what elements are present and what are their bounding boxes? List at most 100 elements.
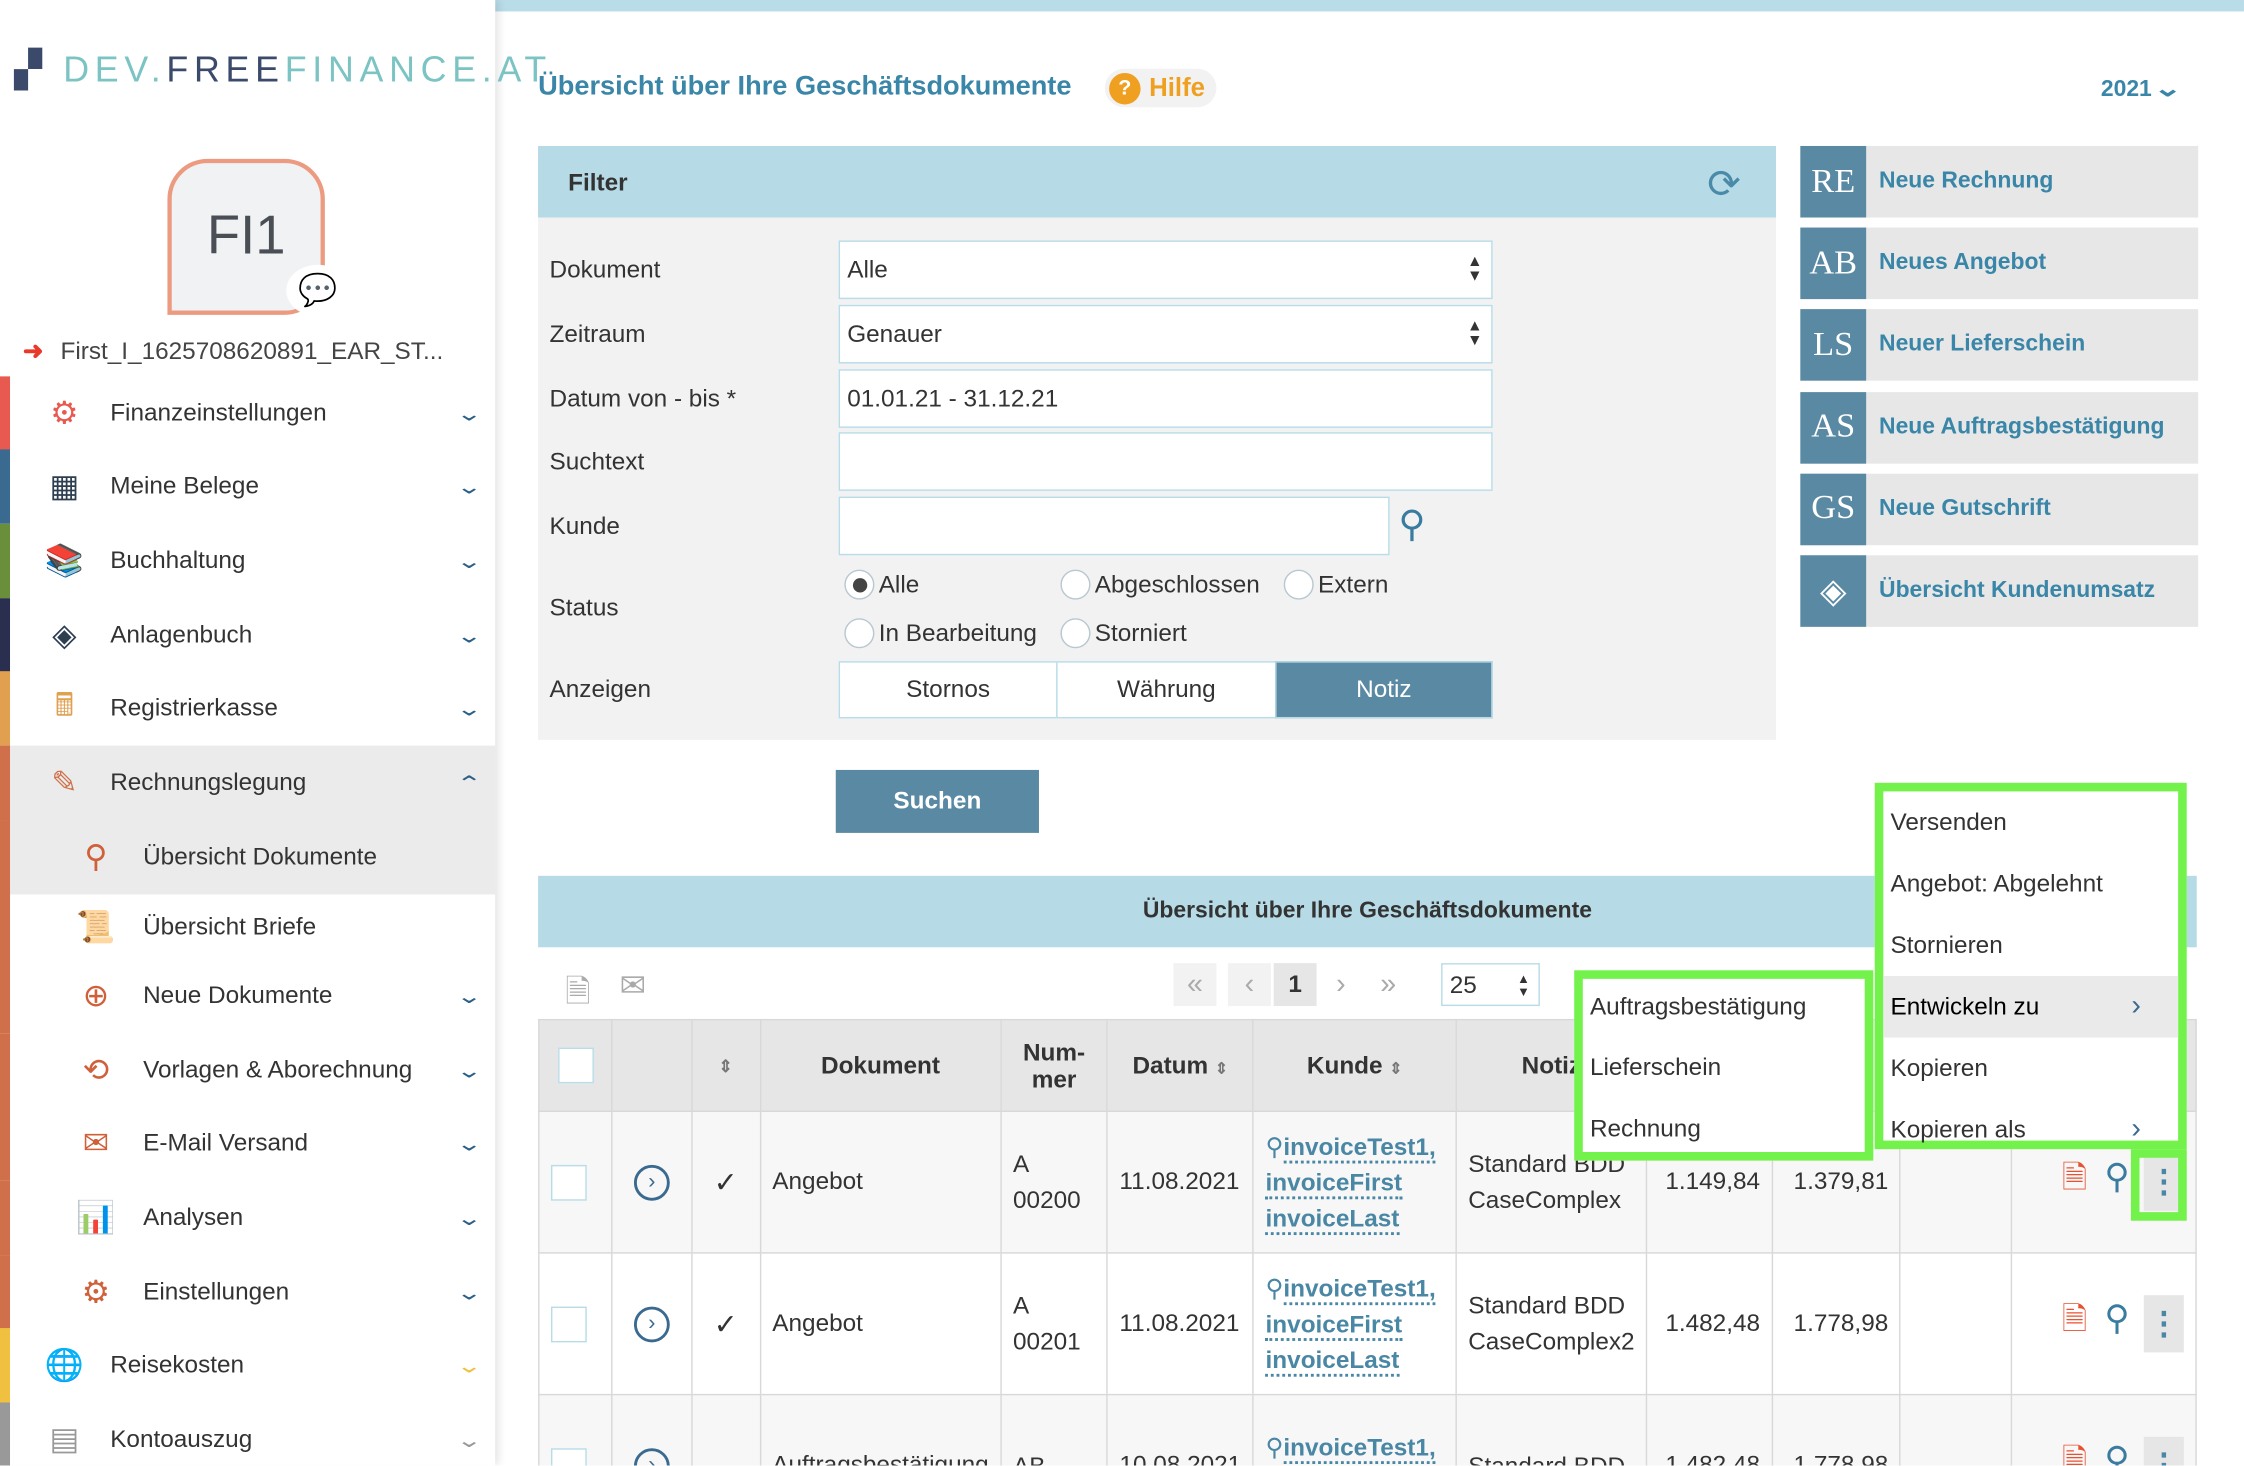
kunde-link[interactable]: invoiceLast <box>1265 1204 1400 1235</box>
sidebar-item-übersicht-briefe[interactable]: 📜 Übersicht Briefe <box>0 890 495 965</box>
notiz-cell: Standard BDD CaseComplex2 <box>1455 1252 1648 1396</box>
status-radio-alle[interactable]: Alle <box>844 569 919 600</box>
sidebar-item-rechnungslegung[interactable]: ✎ Rechnungslegung ⌃ <box>0 745 496 821</box>
submenu-item-rechnung[interactable]: Rechnung <box>1589 1114 1701 1142</box>
kunde-input[interactable] <box>838 496 1390 556</box>
quick-action-ab[interactable]: AB Neues Angebot <box>1800 227 2199 300</box>
expand-icon[interactable]: › <box>633 1305 670 1342</box>
kunde-link[interactable]: invoiceFirst <box>1265 1310 1403 1341</box>
search-icon[interactable]: ⚲ <box>2104 1300 2130 1339</box>
chat-icon[interactable]: 💬 <box>286 264 350 317</box>
brand-logo[interactable]: ▞ DEV.FREEFINANCE.AT <box>14 49 552 92</box>
status-radio-extern[interactable]: Extern <box>1283 569 1388 600</box>
section-stripe <box>0 958 11 1034</box>
sidebar-item-analysen[interactable]: 📊 Analysen ⌄ <box>0 1180 495 1256</box>
toggle-waehrung[interactable]: Währung <box>1056 661 1277 719</box>
col-nummer[interactable]: Num-mer <box>1000 1018 1108 1112</box>
per-page-select[interactable]: 25 ▲ ▼ <box>1441 963 1540 1007</box>
more-options-button[interactable]: ⋮ <box>2143 1436 2184 1466</box>
pdf-icon[interactable]: 🗎 <box>2061 1301 2088 1338</box>
sidebar-item-reisekosten[interactable]: 🌐 Reisekosten ⌄ <box>0 1328 495 1403</box>
section-stripe <box>0 1033 11 1108</box>
search-button[interactable]: Suchen <box>835 769 1039 833</box>
kunde-link[interactable]: invoiceTest1, <box>1283 1433 1436 1465</box>
col-datum[interactable]: Datum ⇕ <box>1106 1018 1255 1112</box>
repeat-icon: ⟲ <box>82 1051 110 1088</box>
quick-action-as[interactable]: AS Neue Auftragsbestätigung <box>1800 391 2199 464</box>
search-icon[interactable]: ⚲ <box>2104 1158 2130 1198</box>
sidebar-item-neue-dokumente[interactable]: ⊕ Neue Dokumente ⌄ <box>0 958 495 1034</box>
context-menu-item-versenden[interactable]: Versenden <box>1883 791 2178 853</box>
user-name[interactable]: ➜ First_I_1625708620891_EAR_ST... <box>23 338 443 367</box>
document-icon[interactable]: 🗎 <box>565 973 591 1009</box>
row-checkbox[interactable] <box>550 1447 587 1466</box>
search-icon[interactable]: ⚲ <box>2104 1441 2130 1466</box>
search-icon[interactable]: ⚲ <box>1398 502 1426 546</box>
expand-icon[interactable]: › <box>633 1447 670 1466</box>
submenu-item-lieferschein[interactable]: Lieferschein <box>1589 1052 1722 1080</box>
refresh-icon[interactable]: ⟳ <box>1707 161 1741 207</box>
kunde-link[interactable]: invoiceTest1, <box>1283 1132 1436 1163</box>
row-select-cell <box>538 1252 614 1396</box>
help-button[interactable]: ? Hilfe <box>1104 68 1217 108</box>
more-options-button[interactable]: ⋮ <box>2143 1295 2184 1353</box>
row-checkbox[interactable] <box>550 1305 587 1342</box>
pdf-icon[interactable]: 🗎 <box>2061 1443 2088 1466</box>
avatar[interactable]: FI1 <box>167 158 325 315</box>
toggle-notiz[interactable]: Notiz <box>1275 661 1493 719</box>
next-page-button[interactable]: › <box>1319 963 1363 1007</box>
quick-action-gs[interactable]: GS Neue Gutschrift <box>1800 473 2199 545</box>
quick-action-ls[interactable]: LS Neuer Lieferschein <box>1800 309 2199 382</box>
sidebar-item-einstellungen[interactable]: ⚙ Einstellungen ⌄ <box>0 1255 495 1330</box>
sidebar-item-meine-belege[interactable]: ▦ Meine Belege ⌄ <box>0 449 495 524</box>
prev-page-button[interactable]: ‹ <box>1227 963 1271 1007</box>
zeitraum-select[interactable]: Genauer ▲ ▼ <box>838 304 1493 364</box>
submenu-item-auftragsbestaetigung[interactable]: Auftragsbestätigung <box>1589 993 1807 1021</box>
select-all-checkbox[interactable] <box>557 1047 594 1084</box>
year-select[interactable]: 2021 ⌄ <box>2101 74 2182 103</box>
status-radio-storniert[interactable]: Storniert <box>1060 618 1187 649</box>
toggle-stornos[interactable]: Stornos <box>838 661 1058 719</box>
sidebar-item-e-mail-versand[interactable]: ✉ E-Mail Versand ⌄ <box>0 1106 495 1181</box>
context-menu-item-entwickeln-zu[interactable]: Entwickeln zu › <box>1883 976 2179 1038</box>
col-dokument[interactable]: Dokument <box>759 1018 1002 1112</box>
quick-action-re[interactable]: RE Neue Rechnung <box>1800 145 2199 218</box>
section-stripe <box>0 820 11 895</box>
current-page[interactable]: 1 <box>1273 963 1317 1007</box>
row-select-cell <box>538 1110 614 1254</box>
kunde-link[interactable]: invoiceFirst <box>1265 1168 1403 1199</box>
status-radio-abgeschlossen[interactable]: Abgeschlossen <box>1060 569 1260 600</box>
last-page-button[interactable]: » <box>1366 963 1410 1007</box>
scroll-icon: 📜 <box>76 908 116 945</box>
quick-action-kundenumsatz[interactable]: ◈ Übersicht Kundenumsatz <box>1800 555 2199 627</box>
sidebar-item-übersicht-dokumente[interactable]: ⚲ Übersicht Dokumente <box>0 820 496 895</box>
context-menu-item-kopieren-als[interactable]: Kopieren als › <box>1883 1099 2178 1161</box>
row-checkbox[interactable] <box>550 1164 587 1200</box>
col-kunde[interactable]: Kunde ⇕ <box>1252 1018 1457 1112</box>
sidebar-item-anlagenbuch[interactable]: ◈ Anlagenbuch ⌄ <box>0 598 495 673</box>
datum-input[interactable]: 01.01.21 - 31.12.21 <box>838 369 1493 428</box>
mail-icon[interactable]: ✉ <box>619 967 647 1004</box>
sidebar-item-buchhaltung[interactable]: 📚 Buchhaltung ⌄ <box>0 523 495 599</box>
kunde-link[interactable]: invoiceTest1, <box>1283 1274 1436 1305</box>
expand-icon[interactable]: › <box>633 1164 670 1200</box>
sidebar: ▞ DEV.FREEFINANCE.AT FI1 💬 ➜ First_I_1625… <box>0 0 546 1466</box>
dokument-select[interactable]: Alle ▲ ▼ <box>838 240 1493 300</box>
logout-icon[interactable]: ➜ <box>22 337 44 365</box>
status-radio-in-bearbeitung[interactable]: In Bearbeitung <box>844 618 1037 649</box>
pdf-icon[interactable]: 🗎 <box>2061 1159 2088 1196</box>
suchtext-input[interactable] <box>838 432 1493 491</box>
context-menu-item-stornieren[interactable]: Stornieren <box>1883 914 2178 976</box>
kunde-link[interactable]: invoiceLast <box>1265 1345 1400 1377</box>
sidebar-item-registrierkasse[interactable]: 🖩 Registrierkasse ⌄ <box>0 671 495 746</box>
context-menu-item-kopieren[interactable]: Kopieren <box>1883 1038 2178 1100</box>
sidebar-item-kontoauszug[interactable]: ▤ Kontoauszug ⌄ <box>0 1402 495 1466</box>
section-stripe <box>0 598 11 673</box>
help-label: Hilfe <box>1149 72 1206 102</box>
sidebar-item-finanzeinstellungen[interactable]: ⚙ Finanzeinstellungen ⌄ <box>0 376 495 451</box>
sort-header[interactable]: ⇕ <box>690 1018 761 1112</box>
context-menu-item-angebot-abgelehnt[interactable]: Angebot: Abgelehnt <box>1883 853 2178 915</box>
first-page-button[interactable]: « <box>1173 963 1217 1007</box>
more-options-button[interactable]: ⋮ <box>2143 1153 2184 1211</box>
sidebar-item-vorlagen-aborechnung[interactable]: ⟲ Vorlagen & Aborechnung ⌄ <box>0 1033 495 1108</box>
